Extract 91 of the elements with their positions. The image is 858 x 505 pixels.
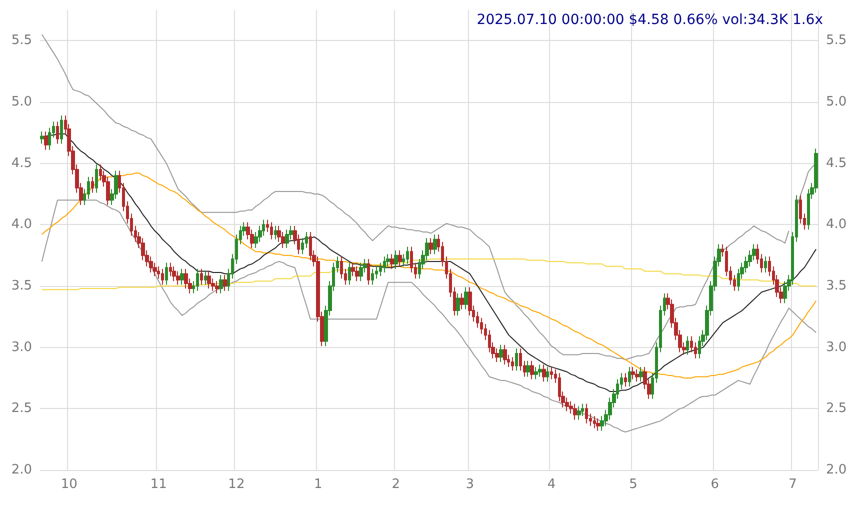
candlestick	[581, 403, 584, 417]
candlestick	[40, 130, 44, 144]
candlestick	[585, 403, 588, 424]
candlestick	[91, 176, 94, 194]
x-tick-label: 5	[629, 477, 638, 492]
y-tick-label: 5.5	[11, 33, 32, 48]
candlestick	[593, 416, 596, 429]
candlestick	[207, 270, 211, 289]
candlestick	[503, 344, 507, 366]
candlestick	[534, 366, 538, 380]
y2-tick-label: 5.0	[826, 94, 847, 110]
candlestick	[219, 274, 223, 294]
y-tick-label: 3.5	[11, 278, 32, 294]
candlestick	[511, 356, 514, 372]
y2-tick-label: 2.0	[826, 462, 847, 478]
candlestick	[223, 274, 227, 292]
candlestick	[573, 403, 577, 420]
candlestick	[515, 348, 518, 372]
candlestick	[351, 262, 355, 277]
candlestick	[542, 364, 546, 382]
x-tick-label: 11	[150, 477, 167, 492]
x-tick-label: 1	[314, 477, 322, 492]
candlestick	[56, 121, 59, 144]
candlestick	[176, 270, 180, 286]
candlestick	[635, 368, 639, 382]
y-tick-label: 2.0	[11, 462, 32, 478]
candlestick	[686, 336, 689, 356]
candlestick	[270, 222, 273, 240]
candlestick	[398, 250, 402, 267]
candlestick	[204, 270, 207, 286]
candlestick	[764, 256, 767, 274]
candlestick	[499, 344, 503, 363]
y-tick-label: 5.0	[11, 94, 32, 110]
candlestick	[394, 250, 398, 270]
candlestick	[60, 114, 63, 144]
candlestick	[550, 366, 553, 380]
x-tick-label: 7	[788, 477, 797, 492]
candlestick	[44, 130, 48, 150]
candlestick	[538, 364, 542, 378]
candlestick	[215, 280, 219, 294]
y2-tick-label: 5.5	[826, 33, 847, 48]
candlestick	[406, 246, 409, 264]
x-tick-label: 10	[60, 477, 78, 492]
x-tick-label: 2	[392, 477, 400, 492]
candlestick	[433, 234, 437, 255]
x-tick-label: 4	[547, 477, 556, 492]
candlestick	[274, 225, 277, 240]
candlestick	[95, 164, 98, 194]
candlestick	[624, 372, 627, 388]
candlestick	[577, 406, 581, 420]
x-tick-label: 6	[710, 477, 720, 492]
y2-tick-label: 3.0	[826, 340, 847, 355]
candlestick	[161, 268, 164, 286]
y-tick-label: 3.0	[11, 340, 32, 355]
candlestick	[348, 262, 351, 286]
candlestick	[285, 229, 289, 248]
candlestick	[596, 418, 600, 432]
candlestick	[530, 360, 534, 380]
candlestick	[169, 262, 172, 277]
candlestick	[196, 268, 199, 292]
candlestick	[180, 268, 184, 286]
candlestick	[526, 360, 530, 378]
y-tick-label: 4.5	[11, 156, 32, 171]
line-series	[41, 172, 817, 378]
candlestick	[383, 256, 386, 274]
candlestick	[546, 366, 549, 382]
candlestick	[200, 268, 203, 286]
y-tick-label: 2.5	[11, 401, 32, 416]
candlestick	[464, 286, 468, 310]
candlestick	[429, 238, 433, 255]
candlestick	[165, 262, 168, 286]
candlestick	[456, 292, 460, 316]
candlestick	[355, 266, 359, 282]
x-tick-label: 12	[228, 477, 245, 492]
y2-tick-label: 3.5	[826, 278, 847, 294]
candlestick	[631, 366, 635, 380]
candlestick	[628, 366, 631, 388]
chart-title: 2025.07.10 00:00:00 $4.58 0.66% vol:34.3K 1.6x	[476, 12, 824, 28]
x-tick-label: 3	[466, 477, 474, 492]
candlestick	[371, 268, 374, 286]
candlestick	[367, 258, 370, 286]
candlestick	[460, 292, 464, 310]
y2-tick-label: 4.0	[826, 217, 847, 232]
candlestick	[639, 366, 643, 382]
y2-tick-label: 2.5	[826, 401, 847, 416]
y-tick-label: 4.0	[11, 217, 32, 232]
y2-tick-label: 4.5	[826, 156, 847, 171]
candlestick	[359, 262, 363, 282]
line-series	[41, 200, 817, 432]
candlestick	[172, 266, 176, 282]
candlestick	[390, 254, 394, 270]
